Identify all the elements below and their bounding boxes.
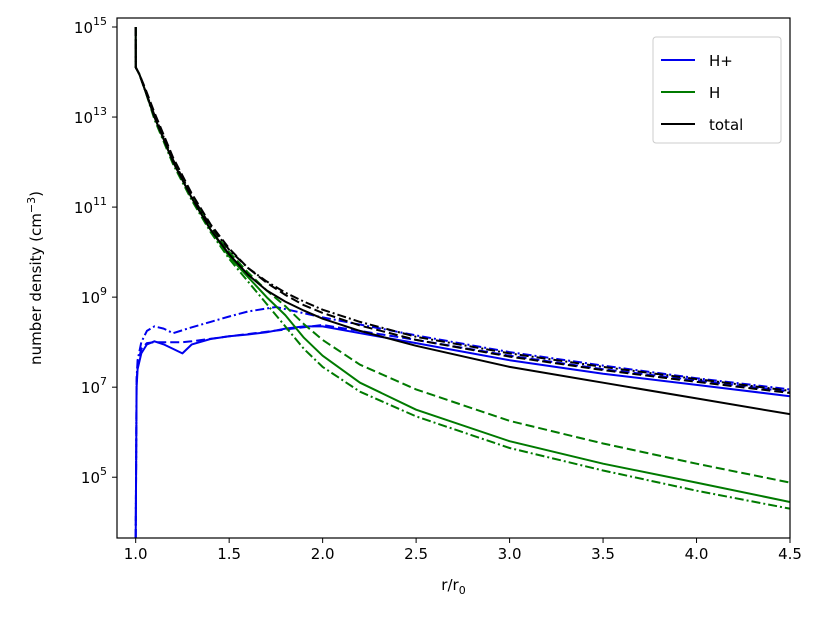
- y-tick-exponent: 7: [100, 375, 107, 388]
- y-tick-base: 10: [81, 469, 100, 487]
- legend-box: [652, 36, 782, 144]
- y-tick-base: 10: [74, 199, 93, 217]
- x-tick-label: 2.0: [311, 545, 335, 563]
- y-tick-base: 10: [81, 289, 100, 307]
- y-tick-label: 109: [81, 285, 107, 307]
- x-axis-label-sub: 0: [459, 584, 466, 597]
- series-line-total-dashed: [134, 26, 790, 394]
- y-tick-exponent: 15: [93, 15, 107, 28]
- x-axis-label: r/r0: [441, 576, 465, 597]
- y-tick-label: 1011: [74, 195, 107, 217]
- y-tick-exponent: 13: [93, 105, 107, 118]
- y-tick-base: 10: [81, 379, 100, 397]
- series-layer: [134, 26, 790, 538]
- y-tick-label: 1013: [74, 105, 107, 127]
- y-tick-base: 10: [74, 109, 93, 127]
- x-axis: 1.0 1.5 2.0 2.5 3.0 3.5 4.0 4.5: [124, 538, 802, 563]
- x-tick-label: 4.5: [778, 545, 802, 563]
- y-tick-label: 105: [81, 465, 107, 487]
- y-axis-label-main: number density (cm: [27, 213, 45, 365]
- legend-label: H: [709, 84, 720, 102]
- y-axis-label-close: ): [27, 191, 45, 197]
- y-axis-label-exp: −3: [25, 197, 38, 213]
- x-tick-label: 4.0: [685, 545, 709, 563]
- y-tick-exponent: 5: [100, 465, 107, 478]
- series-line-hplus-dashdot: [134, 306, 790, 538]
- x-tick-label: 3.0: [498, 545, 522, 563]
- legend-label: total: [709, 116, 743, 134]
- x-tick-label: 2.5: [404, 545, 428, 563]
- y-tick-exponent: 9: [100, 285, 107, 298]
- x-axis-label-main: r/r: [441, 576, 459, 594]
- x-tick-label: 1.0: [124, 545, 148, 563]
- y-axis-label: number density (cm−3): [25, 191, 45, 365]
- y-tick-exponent: 11: [93, 195, 107, 208]
- y-tick-label: 1015: [74, 15, 107, 37]
- y-tick-label: 107: [81, 375, 107, 397]
- x-tick-label: 3.5: [591, 545, 615, 563]
- series-line-total-dashdot: [134, 26, 790, 392]
- legend-label: H+: [709, 52, 733, 70]
- x-tick-label: 1.5: [217, 545, 241, 563]
- y-tick-base: 10: [74, 19, 93, 37]
- plot-frame: [116, 17, 791, 539]
